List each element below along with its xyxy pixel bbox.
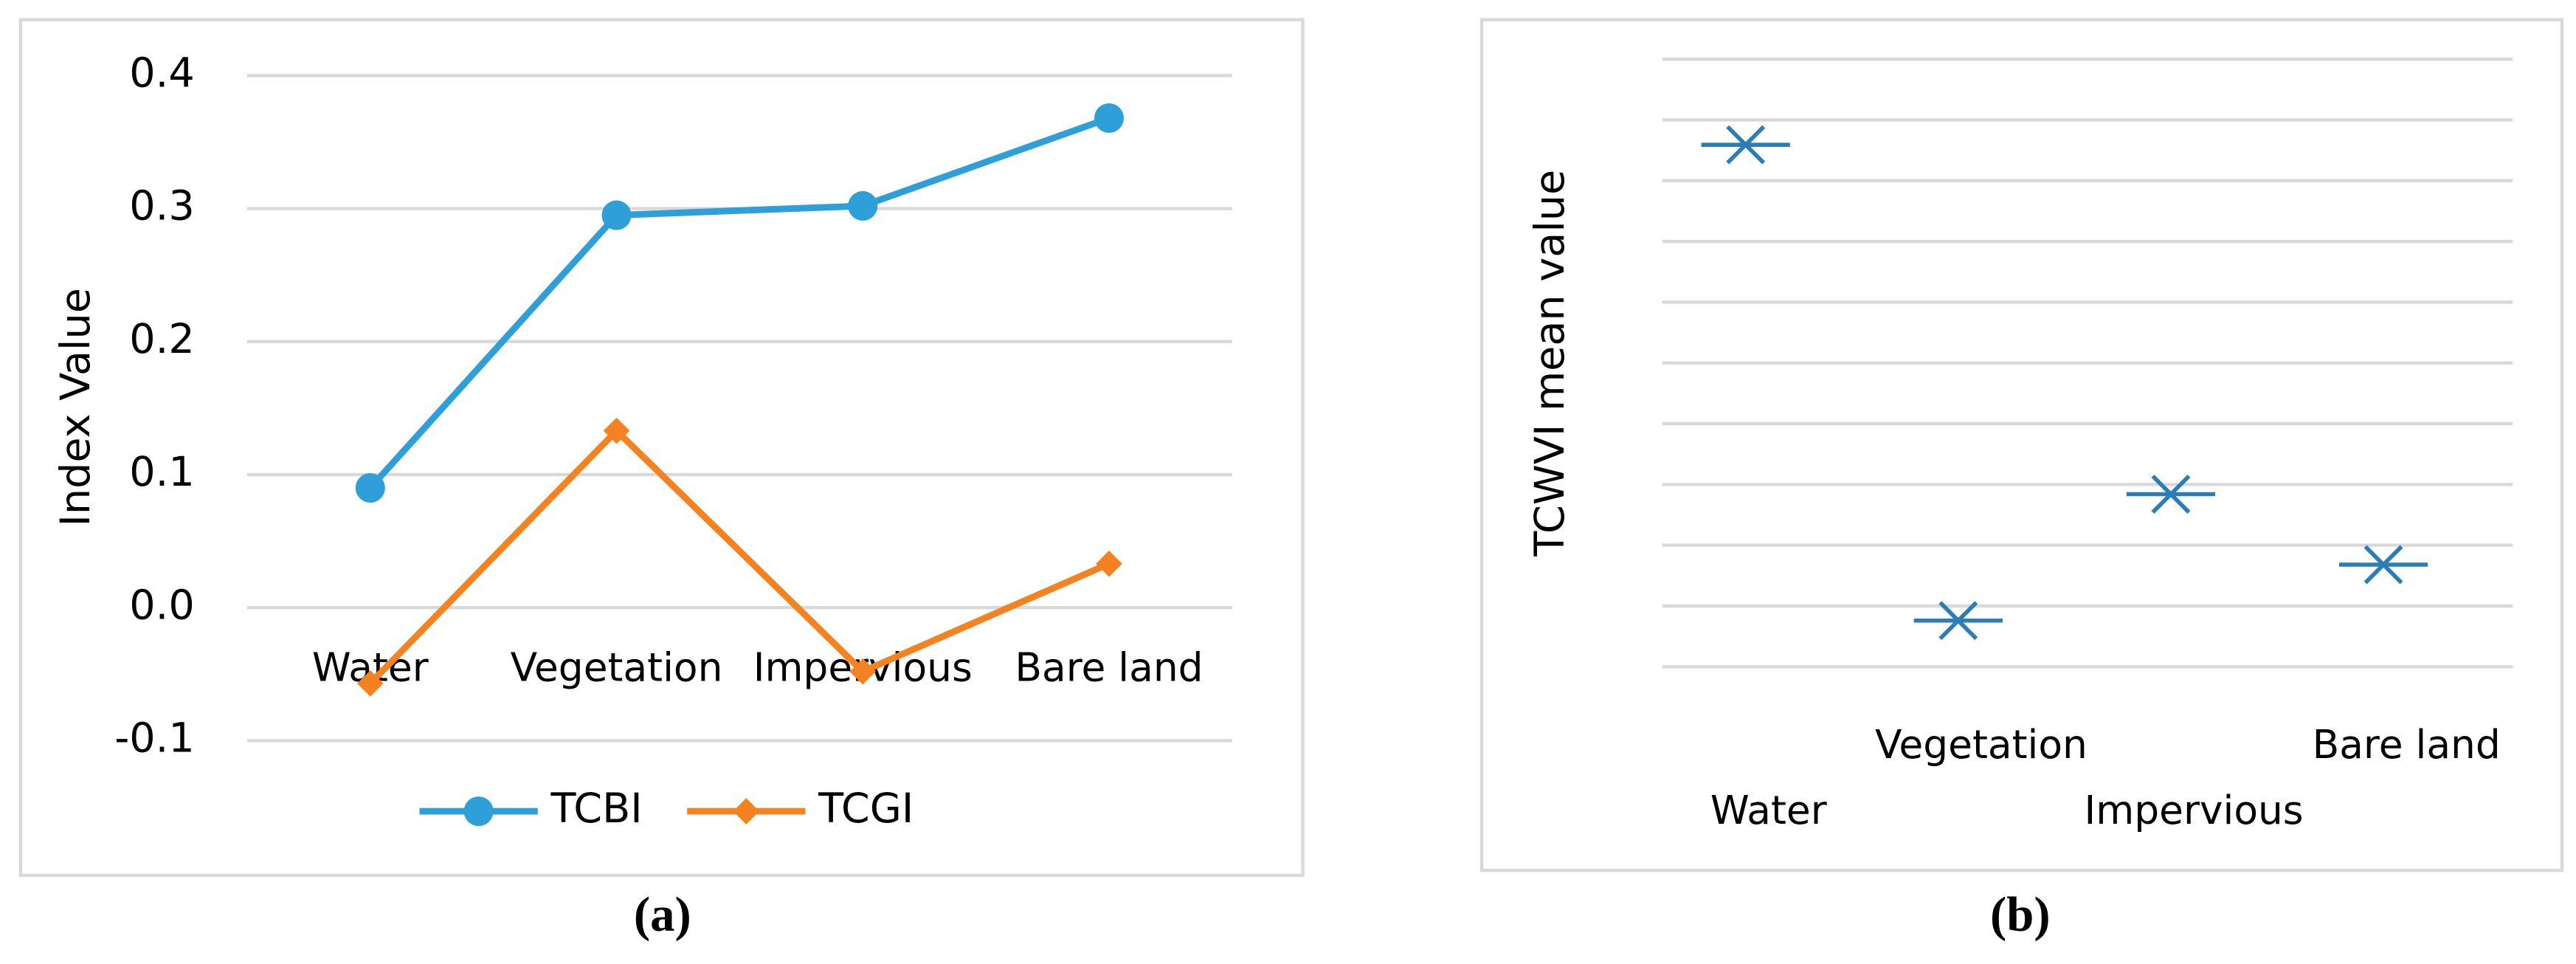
y-tick-label: -0.1 [114,715,195,762]
legend-label: TCBI [550,785,643,833]
line [367,114,1111,490]
x-tick-label: Bare land [1015,644,1203,690]
caption: (b) [1990,888,2051,942]
x-tick-label: Water [1710,787,1827,833]
y-axis-title: TCWVI mean value [1526,170,1574,557]
marker [1701,125,1790,165]
x-tick-label: Vegetation [1875,721,2088,768]
y-tick-label: 0.1 [129,448,194,496]
marker [355,472,385,503]
line [367,426,1111,686]
y-tick-label: 0.2 [129,315,194,363]
caption: (a) [634,888,691,942]
x-tick-label: Bare land [2313,721,2501,768]
marker [1913,601,2003,641]
y-axis-title: Index Value [52,288,100,526]
x-tick-label: Impervious [2085,787,2304,833]
marker [1094,103,1125,134]
panel-border [18,18,1305,878]
marker [601,200,632,230]
marker [2338,545,2428,585]
y-tick-label: 0.0 [129,581,194,629]
marker [848,190,878,221]
legend-marker [733,798,760,824]
marker [1096,550,1122,577]
y-tick-label: 0.4 [129,49,194,97]
panel-border [1479,18,2564,872]
legend-label: TCGI [818,785,914,833]
y-tick-label: 0.3 [129,182,194,230]
legend-marker [463,796,494,827]
marker [2126,475,2215,514]
x-tick-label: Vegetation [511,644,723,690]
marker [849,658,877,685]
